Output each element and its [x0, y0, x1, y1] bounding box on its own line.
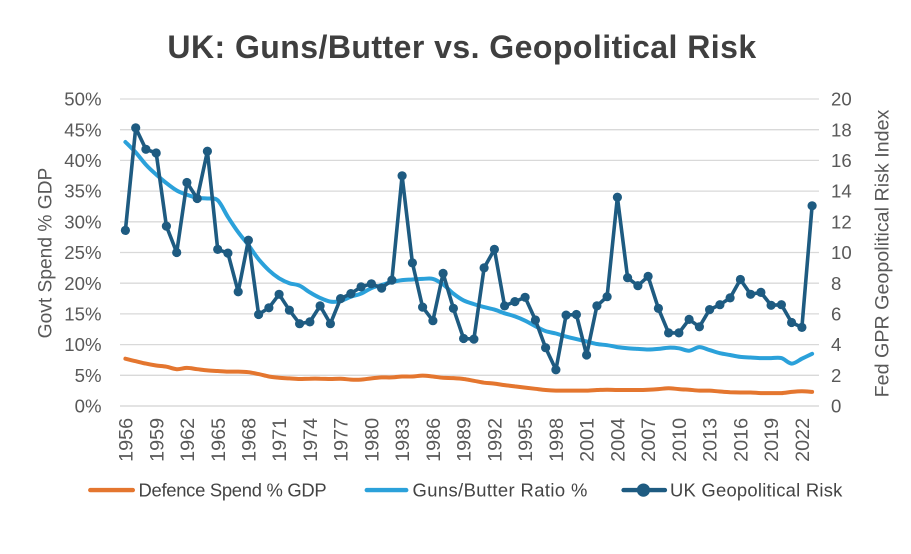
svg-text:2004: 2004 — [608, 418, 630, 462]
svg-text:0%: 0% — [75, 396, 102, 417]
svg-text:1974: 1974 — [300, 418, 322, 462]
svg-text:30%: 30% — [64, 211, 101, 232]
svg-text:8: 8 — [831, 273, 841, 294]
svg-text:1959: 1959 — [146, 418, 168, 462]
svg-text:1965: 1965 — [208, 418, 230, 462]
svg-text:UK: Guns/Butter vs. Geopolitic: UK: Guns/Butter vs. Geopolitical Risk — [167, 29, 756, 65]
svg-text:UK Geopolitical Risk: UK Geopolitical Risk — [670, 480, 843, 501]
svg-text:15%: 15% — [64, 304, 101, 325]
svg-text:20: 20 — [831, 89, 852, 110]
svg-text:Fed GPR Geopolitical Risk Inde: Fed GPR Geopolitical Risk Index — [872, 109, 894, 397]
svg-text:1968: 1968 — [239, 418, 261, 462]
svg-text:2019: 2019 — [761, 418, 783, 462]
svg-text:1983: 1983 — [392, 418, 414, 462]
svg-text:2001: 2001 — [577, 418, 599, 462]
svg-text:10: 10 — [831, 242, 852, 263]
svg-text:1956: 1956 — [116, 418, 138, 462]
svg-text:1962: 1962 — [177, 418, 199, 462]
svg-text:14: 14 — [831, 181, 852, 202]
svg-text:35%: 35% — [64, 181, 101, 202]
svg-text:12: 12 — [831, 211, 852, 232]
svg-text:0: 0 — [831, 396, 841, 417]
svg-text:4: 4 — [831, 334, 841, 355]
svg-text:1977: 1977 — [331, 418, 353, 462]
svg-text:2007: 2007 — [638, 418, 660, 462]
svg-text:20%: 20% — [64, 273, 101, 294]
svg-text:1986: 1986 — [423, 418, 445, 462]
svg-text:1971: 1971 — [269, 418, 291, 462]
svg-text:2016: 2016 — [731, 418, 753, 462]
svg-text:45%: 45% — [64, 119, 101, 140]
svg-text:5%: 5% — [75, 365, 102, 386]
svg-text:1995: 1995 — [515, 418, 537, 462]
svg-text:1980: 1980 — [362, 418, 384, 462]
svg-text:25%: 25% — [64, 242, 101, 263]
svg-text:Guns/Butter Ratio %: Guns/Butter Ratio % — [413, 480, 588, 501]
svg-text:40%: 40% — [64, 150, 101, 171]
svg-text:2022: 2022 — [792, 418, 814, 462]
svg-text:1992: 1992 — [485, 418, 507, 462]
svg-text:50%: 50% — [64, 89, 101, 110]
svg-text:18: 18 — [831, 119, 852, 140]
svg-text:16: 16 — [831, 150, 852, 171]
svg-text:2: 2 — [831, 365, 841, 386]
svg-text:10%: 10% — [64, 334, 101, 355]
svg-text:6: 6 — [831, 304, 841, 325]
svg-text:1998: 1998 — [546, 418, 568, 462]
svg-text:2013: 2013 — [700, 418, 722, 462]
svg-text:2010: 2010 — [669, 418, 691, 462]
svg-text:1989: 1989 — [454, 418, 476, 462]
svg-text:Govt Spend % GDP: Govt Spend % GDP — [35, 168, 56, 339]
svg-text:Defence Spend % GDP: Defence Spend % GDP — [139, 480, 327, 501]
